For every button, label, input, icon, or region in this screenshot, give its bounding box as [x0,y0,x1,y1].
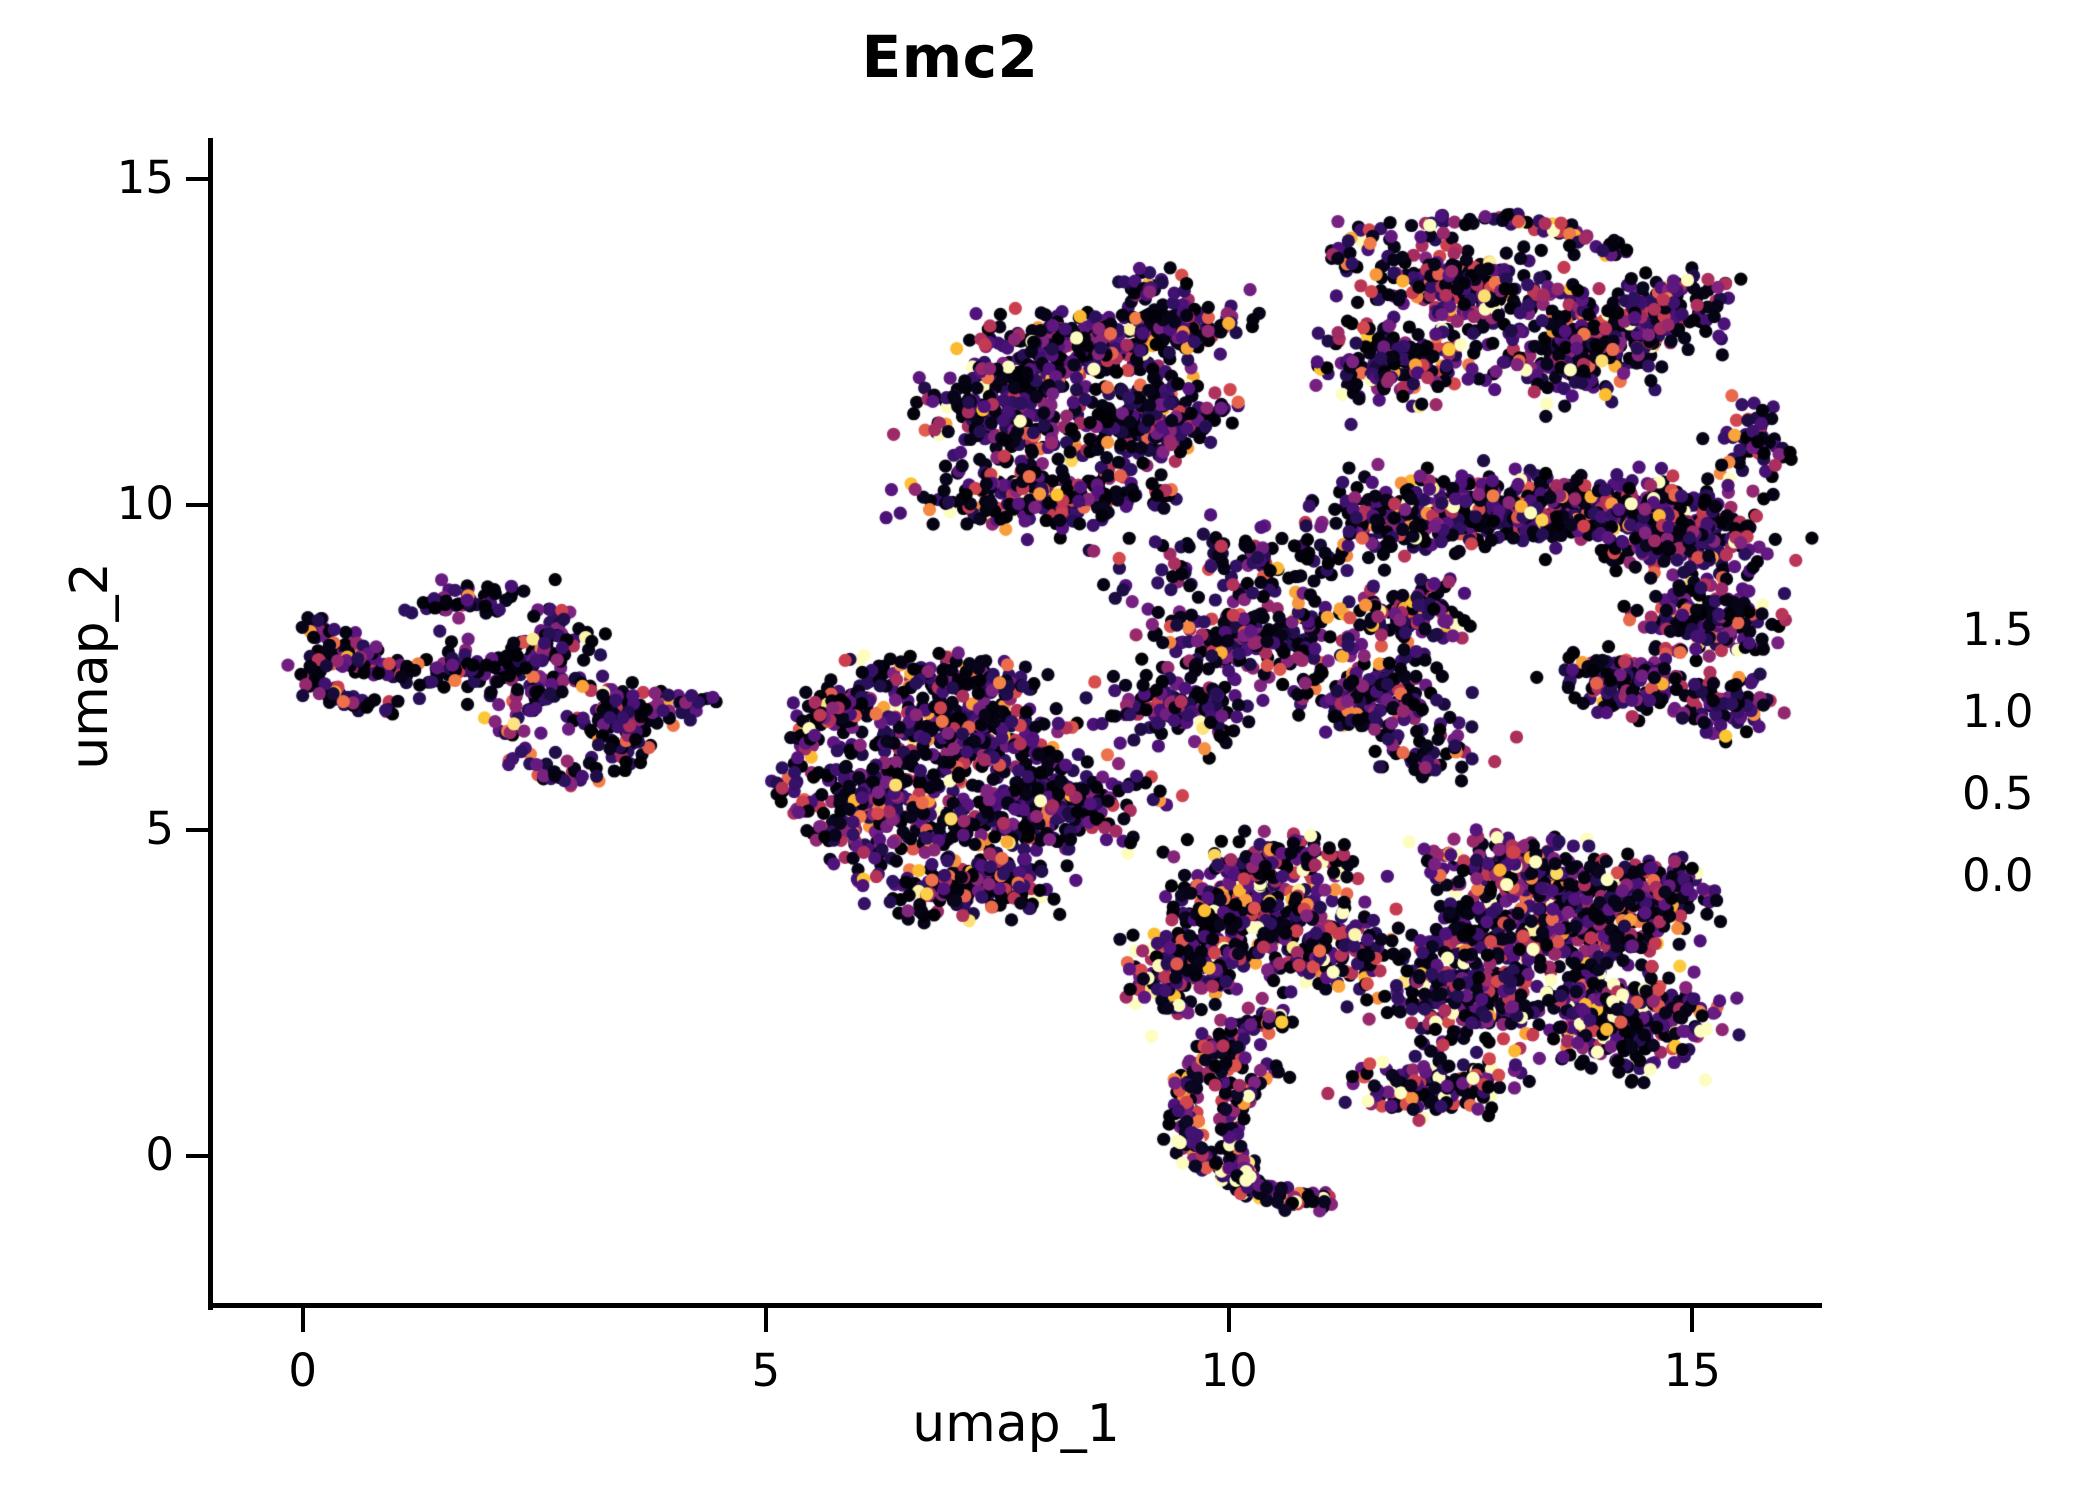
y-axis-tick [186,177,210,182]
x-axis-tick-label: 15 [1663,1344,1721,1397]
x-axis-tick [1227,1308,1232,1332]
colorbar-tick-label: 0.0 [1962,849,2034,902]
scatter-plot-area [210,140,1822,1306]
colorbar-tick-label: 0.5 [1962,766,2034,820]
y-axis-tick-label: 0 [145,1128,174,1182]
y-axis-spine [208,138,213,1310]
x-axis-spine [208,1303,1822,1308]
colorbar-tick-label: 1.0 [1962,684,2034,738]
colorbar-tick-label: 1.5 [1962,602,2034,656]
x-axis-tick [763,1308,768,1332]
scatter-points-layer [210,140,1822,1306]
x-axis-tick-label: 5 [751,1344,781,1397]
colorbar-tick [1920,875,1936,879]
x-axis-tick-label: 10 [1200,1344,1258,1397]
x-axis-tick-label: 0 [288,1344,317,1397]
y-axis-tick-label: 15 [116,151,174,205]
y-axis-tick [186,502,210,507]
x-axis-label: umap_1 [912,1394,1120,1454]
colorbar-tick [1920,792,1936,797]
y-axis-label: umap_2 [60,562,120,770]
colorbar [1876,565,1936,877]
colorbar-tick [1876,710,1892,715]
colorbar-tick [1876,792,1892,797]
x-axis-tick [1690,1308,1695,1332]
y-axis-tick [186,828,210,833]
colorbar-tick [1876,628,1892,633]
chart-title: Emc2 [861,23,1039,91]
colorbar-tick [1920,628,1936,633]
y-axis-tick-label: 10 [116,476,174,530]
y-axis-tick [186,1154,210,1159]
colorbar-gradient [1876,565,1936,877]
x-axis-tick [300,1308,305,1332]
colorbar-tick [1920,710,1936,715]
y-axis-tick-label: 5 [145,802,174,856]
colorbar-tick [1876,875,1892,879]
